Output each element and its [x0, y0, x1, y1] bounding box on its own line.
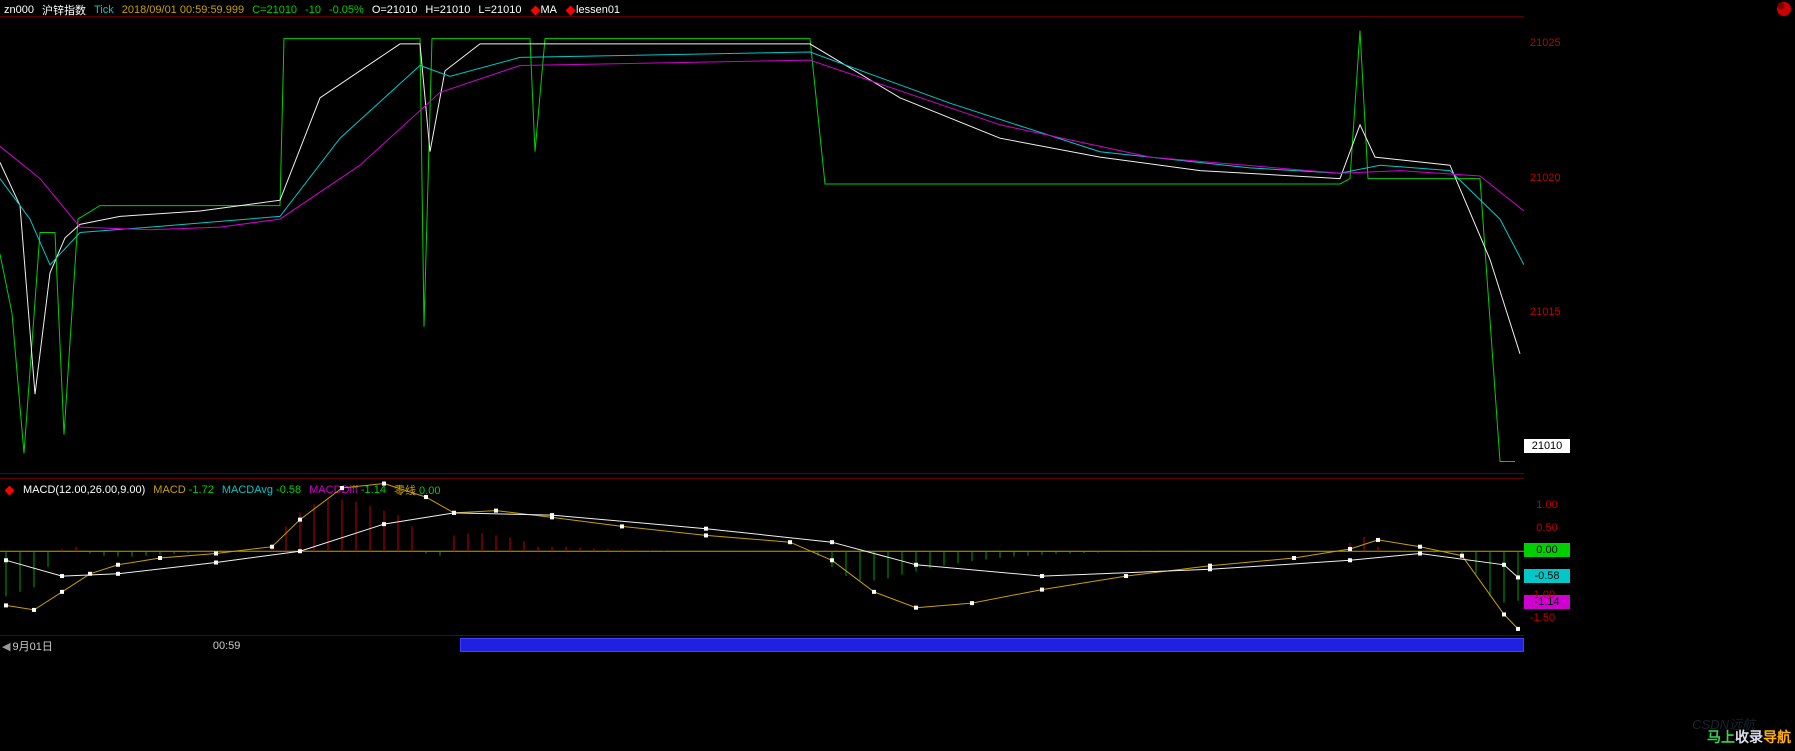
time-scrollbar[interactable]: [460, 638, 1524, 652]
indicator-ma: MA: [530, 4, 558, 16]
change-pct: -0.05%: [329, 4, 364, 16]
current-price-badge: 21010: [1524, 439, 1570, 453]
time-date: 9月01日: [12, 638, 52, 654]
watermark-nav: 马上收录导航: [1707, 727, 1791, 747]
tick-label: Tick: [94, 4, 114, 16]
diamond-icon: [530, 5, 540, 15]
macd-y-badge: -0.58: [1524, 569, 1570, 583]
macd-y-badge: 0.50: [1524, 521, 1570, 535]
symbol: zn000: [4, 4, 34, 16]
diamond-icon: [566, 5, 576, 15]
arrow-left-icon[interactable]: ◀: [2, 640, 10, 653]
low-value: L=21010: [478, 4, 521, 16]
close-icon[interactable]: [1777, 2, 1791, 16]
price-y-axis: 2101021015210202102521010: [1524, 16, 1570, 474]
macd-chart[interactable]: [0, 478, 1524, 636]
price-chart[interactable]: [0, 16, 1524, 474]
macd-y-badge: 1.00: [1524, 498, 1570, 512]
change-value: -10: [305, 4, 321, 16]
y-tick: 21025: [1530, 37, 1561, 49]
y-tick: 21015: [1530, 306, 1561, 318]
macd-y-badge: 0.00: [1524, 543, 1570, 557]
macd-y-axis: 1.000.500.00-0.58-1.14-1.50-1.00: [1524, 478, 1570, 636]
open-value: O=21010: [372, 4, 418, 16]
close-value: C=21010: [252, 4, 297, 16]
y-tick: 21020: [1530, 172, 1561, 184]
datetime: 2018/09/01 00:59:59.999: [122, 4, 244, 16]
high-value: H=21010: [425, 4, 470, 16]
indicator-lessen: lessen01: [565, 4, 620, 16]
time-value: 00:59: [213, 640, 241, 652]
